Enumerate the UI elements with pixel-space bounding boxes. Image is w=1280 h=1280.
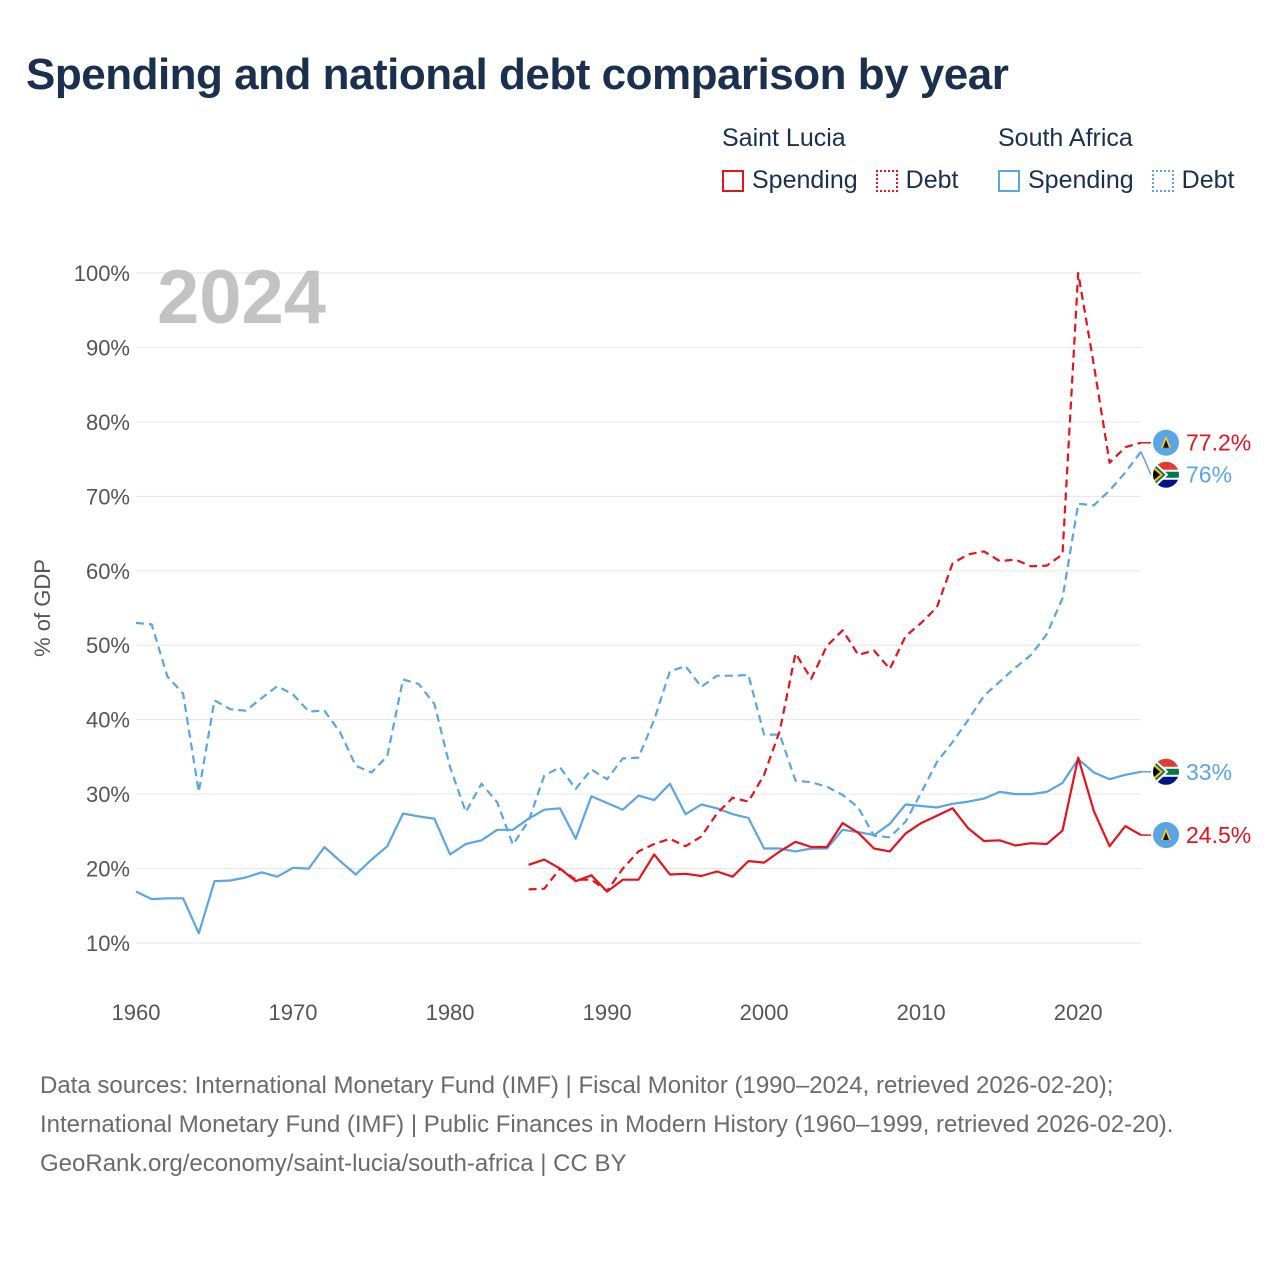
end-value-label: 24.5% xyxy=(1186,822,1251,848)
south-africa-flag-icon xyxy=(1151,756,1181,787)
series-line-south-africa-debt[interactable] xyxy=(135,451,1142,846)
end-marker-south-africa: 33% xyxy=(1141,756,1232,787)
y-tick-label: 90% xyxy=(86,335,130,360)
footer: Data sources: International Monetary Fun… xyxy=(40,1066,1240,1183)
dotted-line-swatch-icon xyxy=(1151,169,1174,192)
x-tick-label: 1970 xyxy=(269,1000,318,1025)
data-sources-text: Data sources: International Monetary Fun… xyxy=(40,1072,1174,1138)
solid-line-swatch-icon xyxy=(998,169,1020,192)
legend-item-saint-lucia-debt[interactable]: Debt xyxy=(875,166,959,195)
y-tick-label: 70% xyxy=(86,484,130,509)
series-layer xyxy=(135,271,1142,935)
source-url-text: GeoRank.org/economy/saint-lucia/south-af… xyxy=(40,1150,627,1177)
y-axis-label: % of GDP xyxy=(30,559,55,657)
x-tick-label: 1990 xyxy=(583,1000,632,1025)
year-watermark: 2024 xyxy=(157,255,326,340)
legend-group-south-africa: South Africa Spending Debt xyxy=(998,124,1234,195)
legend-item-south-africa-spending[interactable]: Spending xyxy=(998,166,1134,195)
dotted-line-swatch-icon xyxy=(875,169,898,192)
y-tick-label: 10% xyxy=(86,931,130,956)
legend-item-label: Debt xyxy=(1181,166,1235,194)
end-value-label: 33% xyxy=(1186,759,1232,785)
x-tick-label: 2020 xyxy=(1054,1000,1103,1025)
end-marker-saint-lucia: 77.2% xyxy=(1141,427,1251,458)
end-marker-layer: 77.2% 76% 33% 24.5% xyxy=(1140,427,1251,851)
solid-line-swatch-icon xyxy=(722,169,744,192)
leader-line xyxy=(1140,451,1152,476)
legend-country-label: South Africa xyxy=(998,124,1133,152)
end-marker-south-africa: 76% xyxy=(1140,451,1232,490)
series-line-south-africa-spending[interactable] xyxy=(135,758,1142,935)
end-marker-saint-lucia: 24.5% xyxy=(1141,820,1251,851)
saint-lucia-flag-icon xyxy=(1151,820,1181,851)
line-chart: 10% 20% 30% 40% 50% 60% 70% 80% 90% 100% 1960 1970 1… xyxy=(30,255,1251,1025)
legend-country-label: Saint Lucia xyxy=(722,124,846,152)
x-tick-label: 2010 xyxy=(897,1000,946,1025)
chart-title: Spending and national debt comparison by… xyxy=(26,50,1009,99)
y-tick-label: 50% xyxy=(86,633,130,658)
y-tick-label: 30% xyxy=(86,782,130,807)
x-tick-label: 2000 xyxy=(740,1000,789,1025)
legend-item-south-africa-debt[interactable]: Debt xyxy=(1151,166,1235,195)
x-tick-label: 1980 xyxy=(426,1000,475,1025)
y-tick-label: 60% xyxy=(86,559,130,584)
south-africa-flag-icon xyxy=(1151,459,1181,490)
series-line-saint-lucia-spending[interactable] xyxy=(528,756,1142,893)
legend-group-saint-lucia: Saint Lucia Spending Debt xyxy=(722,124,976,195)
y-tick-label: 100% xyxy=(74,261,130,286)
legend-item-label: Spending xyxy=(752,166,858,194)
end-value-label: 77.2% xyxy=(1186,430,1251,456)
y-tick-label: 80% xyxy=(86,410,130,435)
legend-item-label: Debt xyxy=(905,166,959,194)
grid-layer: 10% 20% 30% 40% 50% 60% 70% 80% 90% 100% 1960 1970 1… xyxy=(74,261,1141,1025)
y-tick-label: 40% xyxy=(86,708,130,733)
saint-lucia-flag-icon xyxy=(1151,427,1181,458)
x-tick-label: 1960 xyxy=(112,1000,161,1025)
end-value-label: 76% xyxy=(1186,462,1232,488)
y-tick-label: 20% xyxy=(86,857,130,882)
series-line-saint-lucia-debt[interactable] xyxy=(528,271,1142,892)
legend-item-saint-lucia-spending[interactable]: Spending xyxy=(722,166,858,195)
legend-item-label: Spending xyxy=(1028,166,1134,194)
